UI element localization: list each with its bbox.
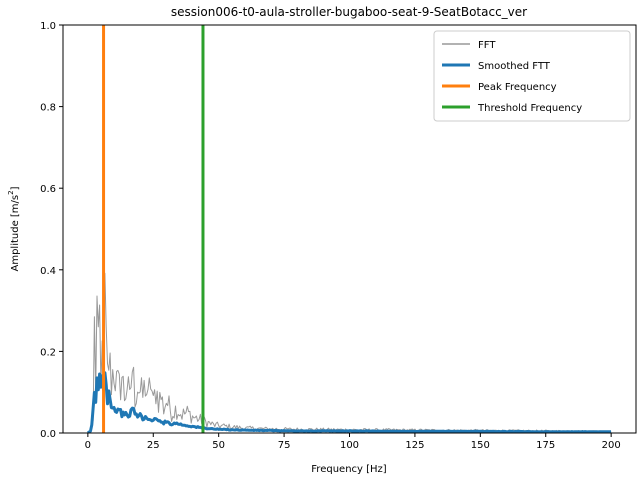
x-axis: 0 25 50 75 100 125 150 175 200 <box>85 433 621 451</box>
x-tick-label: 100 <box>340 440 359 451</box>
x-tick-label: 175 <box>536 440 555 451</box>
y-tick-label: 0.0 <box>40 429 56 440</box>
series-smoothed-ftt <box>86 371 612 433</box>
plot-area <box>86 25 612 433</box>
y-axis: 0.0 0.2 0.4 0.6 0.8 1.0 <box>40 21 63 440</box>
y-axis-title-suffix: ] <box>10 186 21 190</box>
y-tick-label: 0.2 <box>40 347 56 358</box>
legend-box <box>433 30 631 122</box>
series-fft <box>87 272 612 433</box>
x-tick-label: 25 <box>147 440 160 451</box>
legend: FFT Smoothed FTT Peak Frequency Threshold F… <box>433 30 631 122</box>
legend-label-peak-frequency: Peak Frequency <box>478 82 557 93</box>
legend-label-smoothed-ftt: Smoothed FTT <box>478 61 551 72</box>
chart-title: session006-t0-aula-stroller-bugaboo-seat… <box>171 5 527 19</box>
y-axis-title: Amplitude [m/s2] <box>7 186 21 271</box>
y-axis-title-superscript: 2 <box>7 190 15 194</box>
x-tick-label: 125 <box>405 440 424 451</box>
legend-label-fft: FFT <box>478 40 496 51</box>
x-tick-label: 0 <box>85 440 91 451</box>
y-tick-label: 1.0 <box>40 21 56 32</box>
x-tick-label: 200 <box>602 440 621 451</box>
y-tick-label: 0.4 <box>40 266 56 277</box>
y-axis-title-prefix: Amplitude [m/s <box>10 195 21 272</box>
x-tick-label: 75 <box>278 440 291 451</box>
y-tick-label: 0.6 <box>40 184 56 195</box>
y-tick-label: 0.8 <box>40 103 56 114</box>
x-axis-title: Frequency [Hz] <box>311 464 387 475</box>
x-tick-label: 50 <box>212 440 225 451</box>
legend-label-threshold-frequency: Threshold Frequency <box>477 103 582 114</box>
x-tick-label: 150 <box>471 440 490 451</box>
